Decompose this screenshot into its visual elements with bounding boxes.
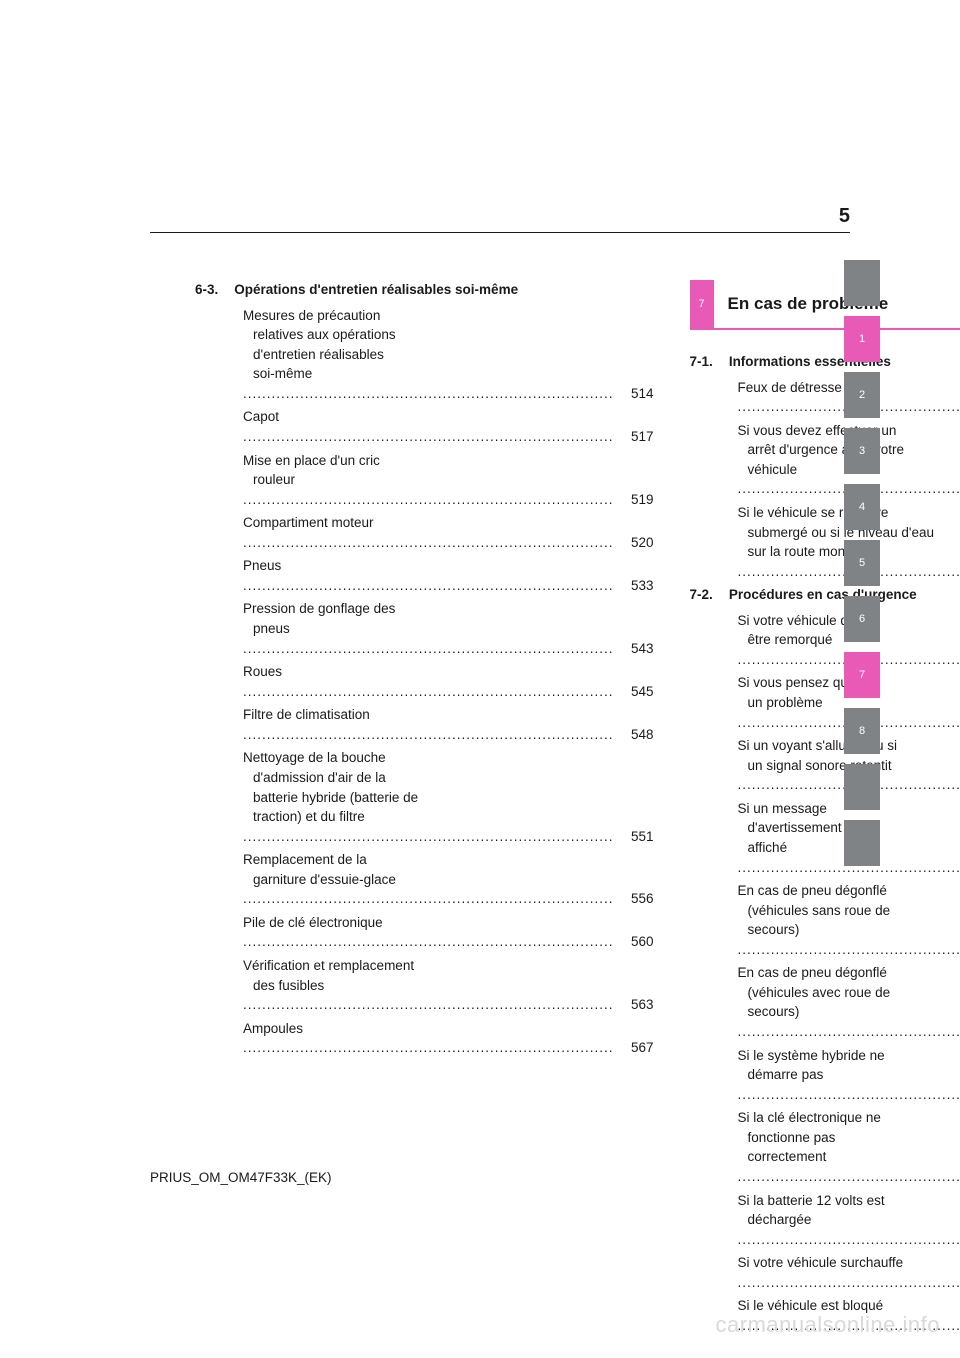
toc-entry-page: 560 (629, 932, 654, 952)
toc-entry-page: 517 (629, 427, 654, 447)
section-heading: 7-1.Informations essentielles (690, 352, 960, 372)
header-rule (150, 232, 850, 233)
side-tab-blank: . (844, 820, 880, 866)
toc-entry-page: 563 (629, 995, 654, 1015)
entry-block: Si votre véhicule doitêtre remorqué578Si… (690, 611, 960, 1336)
toc-entry[interactable]: Roues545 (243, 662, 654, 701)
chapter-header: 7 En cas de problème (690, 280, 960, 330)
toc-entry[interactable]: Ampoules567 (243, 1019, 654, 1058)
side-tab-blank: . (844, 764, 880, 810)
toc-entry-label: Roues (243, 662, 654, 701)
left-entries: Mesures de précautionrelatives aux opéra… (195, 306, 654, 1058)
toc-entry[interactable]: Mise en place d'un cricrouleur519 (243, 451, 654, 510)
toc-entry-page: 520 (629, 533, 654, 553)
toc-entry-label: Si la clé électronique nefonctionne pasc… (738, 1108, 960, 1186)
toc-entry-label: Mesures de précautionrelatives aux opéra… (243, 306, 654, 404)
toc-entry-label: Pression de gonflage despneus (243, 599, 654, 658)
toc-entry[interactable]: Pression de gonflage despneus543 (243, 599, 654, 658)
section-number: 7-1. (690, 352, 713, 372)
page-number: 5 (839, 205, 850, 228)
toc-entry-label: Ampoules (243, 1019, 654, 1058)
toc-entry-page: 519 (629, 490, 654, 510)
toc-entry-page: 514 (629, 384, 654, 404)
toc-entry-label: Nettoyage de la bouched'admission d'air … (243, 748, 654, 846)
toc-entry-label: Remplacement de lagarniture d'essuie-gla… (243, 850, 654, 909)
toc-entry-label: Pneus (243, 556, 654, 595)
toc-entry[interactable]: En cas de pneu dégonflé(véhicules avec r… (738, 963, 960, 1041)
toc-entry[interactable]: Si la clé électronique nefonctionne pasc… (738, 1108, 960, 1186)
side-tab-8[interactable]: 8 (844, 708, 880, 754)
toc-entry-label: Si la batterie 12 volts estdéchargée (738, 1191, 960, 1250)
chapter-tab-number: 7 (690, 280, 714, 330)
section-heading: 7-2.Procédures en cas d'urgence (690, 585, 960, 605)
section-number: 6-3. (195, 280, 218, 300)
toc-entry-label: En cas de pneu dégonflé(véhicules avec r… (738, 963, 960, 1041)
section-title: Opérations d'entretien réalisables soi-m… (234, 280, 653, 300)
toc-entry-label: Pile de clé électronique (243, 913, 654, 952)
toc-entry[interactable]: Remplacement de lagarniture d'essuie-gla… (243, 850, 654, 909)
toc-entry-label: Filtre de climatisation (243, 705, 654, 744)
toc-entry-page: 543 (629, 639, 654, 659)
toc-entry-label: Si votre véhicule surchauffe (738, 1253, 960, 1292)
side-tab-7[interactable]: 7 (844, 652, 880, 698)
toc-entry-page: 533 (629, 576, 654, 596)
toc-entry-label: Mise en place d'un cricrouleur (243, 451, 654, 510)
toc-entry[interactable]: Pile de clé électronique560 (243, 913, 654, 952)
toc-entry[interactable]: Si la batterie 12 volts estdéchargée646 (738, 1191, 960, 1250)
toc-entry-page: 545 (629, 682, 654, 702)
toc-entry-page: 556 (629, 889, 654, 909)
toc-entry[interactable]: Mesures de précautionrelatives aux opéra… (243, 306, 654, 404)
toc-entry-label: Vérification et remplacementdes fusibles (243, 956, 654, 1015)
chapter-title: En cas de problème (714, 280, 960, 330)
toc-entry[interactable]: Vérification et remplacementdes fusibles… (243, 956, 654, 1015)
toc-entry-page: 551 (629, 827, 654, 847)
toc-entry[interactable]: Si le système hybride nedémarre pas641 (738, 1046, 960, 1105)
toc-entry[interactable]: Pneus533 (243, 556, 654, 595)
toc-entry[interactable]: Capot517 (243, 407, 654, 446)
section-number: 7-2. (690, 585, 713, 605)
footer-code: PRIUS_OM_OM47F33K_(EK) (150, 1170, 332, 1185)
toc-entry[interactable]: Filtre de climatisation548 (243, 705, 654, 744)
toc-entry-label: Capot (243, 407, 654, 446)
toc-entry-page: 567 (629, 1038, 654, 1058)
side-tabs: . 1 2 3 4 5 6 7 8.. (844, 260, 880, 876)
toc-entry-label: Si le système hybride nedémarre pas (738, 1046, 960, 1105)
toc-entry[interactable]: Si votre véhicule surchauffe652 (738, 1253, 960, 1292)
toc-entry[interactable]: Nettoyage de la bouched'admission d'air … (243, 748, 654, 846)
side-tab-6[interactable]: 6 (844, 596, 880, 642)
entry-block: Feux de détresse574Si vous devez effectu… (690, 378, 960, 582)
section-heading-6-3: 6-3. Opérations d'entretien réalisables … (195, 280, 654, 300)
side-tab-4[interactable]: 4 (844, 484, 880, 530)
side-tab-5[interactable]: 5 (844, 540, 880, 586)
toc-entry[interactable]: En cas de pneu dégonflé(véhicules sans r… (738, 881, 960, 959)
toc-entry-page: 548 (629, 725, 654, 745)
side-tab-2[interactable]: 2 (844, 372, 880, 418)
toc-entry-label: Compartiment moteur (243, 513, 654, 552)
side-tab-3[interactable]: 3 (844, 428, 880, 474)
toc-entry[interactable]: Compartiment moteur520 (243, 513, 654, 552)
toc-entry-label: En cas de pneu dégonflé(véhicules sans r… (738, 881, 960, 959)
side-tab-blank: . (844, 260, 880, 306)
right-column: 7 En cas de problème 7-1.Informations es… (690, 280, 960, 1339)
watermark: carmanualsonline.info (715, 1312, 940, 1338)
side-tab-1[interactable]: 1 (844, 316, 880, 362)
